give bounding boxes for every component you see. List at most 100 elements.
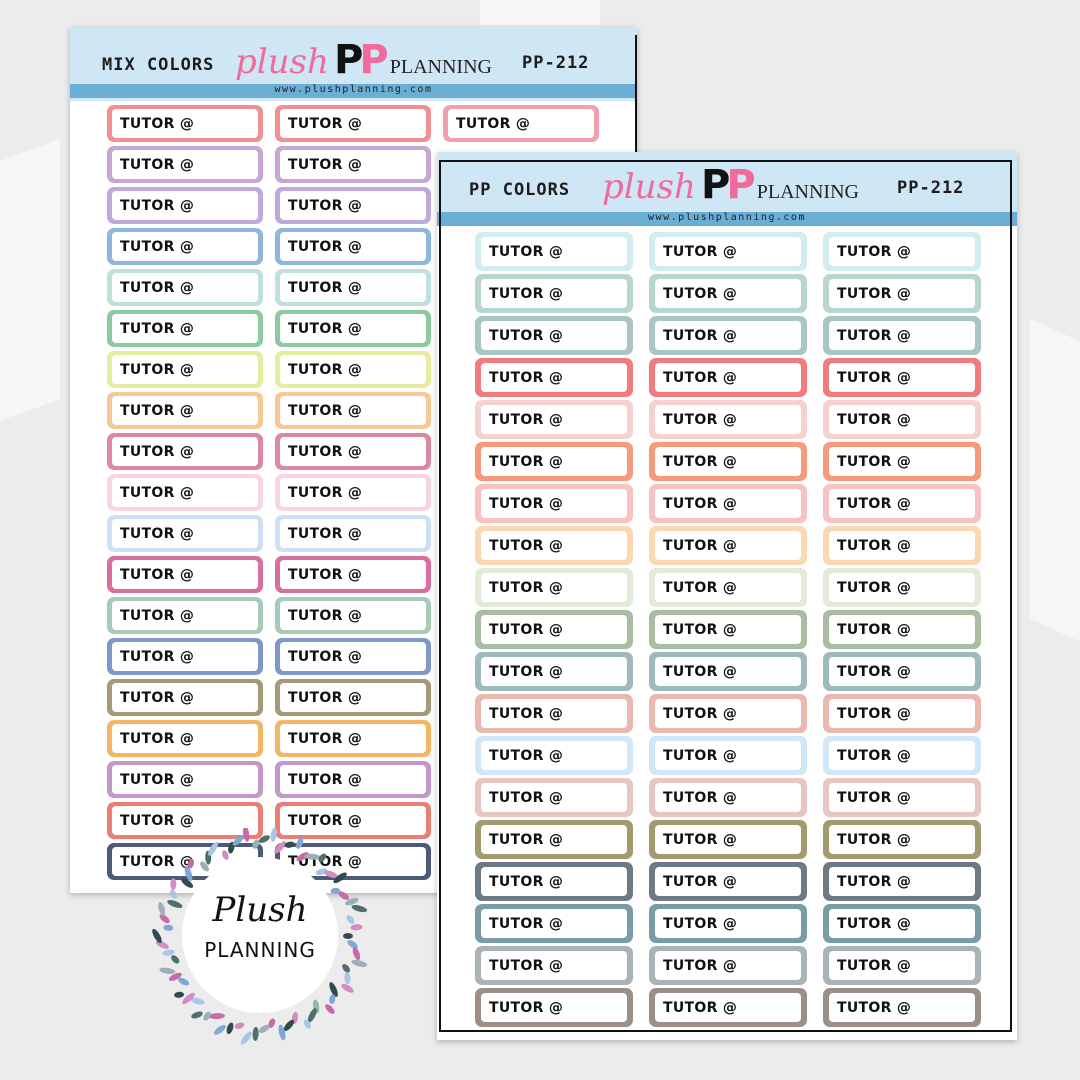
tutor-label-sticker: TUTOR @ xyxy=(107,351,263,388)
label-writing-area: TUTOR @ xyxy=(112,642,258,671)
tutor-label-sticker: TUTOR @ xyxy=(649,274,807,313)
wreath-leaf xyxy=(344,972,351,985)
background-crease xyxy=(0,139,60,421)
label-text: TUTOR @ xyxy=(120,238,195,255)
header-url-band: www.plushplanning.com xyxy=(437,212,1017,226)
label-text: TUTOR @ xyxy=(120,197,195,214)
sheet-title: MIX COLORS xyxy=(102,55,215,75)
label-writing-area: TUTOR @ xyxy=(481,699,627,728)
label-text: TUTOR @ xyxy=(288,525,363,542)
tutor-label-sticker: TUTOR @ xyxy=(107,720,263,757)
wreath-leaf xyxy=(350,924,363,931)
label-text: TUTOR @ xyxy=(120,361,195,378)
tutor-label-sticker: TUTOR @ xyxy=(475,568,633,607)
label-writing-area: TUTOR @ xyxy=(829,783,975,812)
tutor-label-sticker: TUTOR @ xyxy=(275,105,431,142)
label-text: TUTOR @ xyxy=(489,621,564,638)
label-grid: TUTOR @ TUTOR @ TUTOR @ TUTOR @ TUTOR @ TUTOR… xyxy=(107,105,599,880)
tutor-label-sticker: TUTOR @ xyxy=(275,392,431,429)
tutor-label-sticker: TUTOR @ xyxy=(649,526,807,565)
wreath-leaf xyxy=(296,852,309,862)
wreath-leaf xyxy=(187,858,195,869)
label-text: TUTOR @ xyxy=(489,957,564,974)
label-writing-area: TUTOR @ xyxy=(280,683,426,712)
wreath-leaf xyxy=(352,946,361,961)
label-writing-area: TUTOR @ xyxy=(280,724,426,753)
wreath-leaf xyxy=(226,1022,234,1035)
label-text: TUTOR @ xyxy=(663,579,738,596)
tutor-label-sticker: TUTOR @ xyxy=(475,316,633,355)
wreath-leaf xyxy=(347,940,358,949)
label-text: TUTOR @ xyxy=(663,705,738,722)
label-writing-area: TUTOR @ xyxy=(280,765,426,794)
wreath-leaf xyxy=(342,963,351,973)
label-text: TUTOR @ xyxy=(120,566,195,583)
tutor-label-sticker: TUTOR @ xyxy=(475,274,633,313)
brand-logo: plush PP PLANNING xyxy=(602,162,859,208)
wreath-leaf xyxy=(174,991,185,998)
label-writing-area: TUTOR @ xyxy=(112,355,258,384)
label-text: TUTOR @ xyxy=(288,320,363,337)
wreath-leaf xyxy=(214,1024,226,1035)
label-text: TUTOR @ xyxy=(120,607,195,624)
label-writing-area: TUTOR @ xyxy=(280,437,426,466)
label-grid: TUTOR @ TUTOR @ TUTOR @ TUTOR @ TUTOR @ TUTOR… xyxy=(475,232,981,1027)
tutor-label-sticker: TUTOR @ xyxy=(107,474,263,511)
product-code: PP-212 xyxy=(897,178,965,198)
tutor-label-sticker: TUTOR @ xyxy=(107,228,263,265)
label-text: TUTOR @ xyxy=(120,320,195,337)
label-writing-area: TUTOR @ xyxy=(829,489,975,518)
label-text: TUTOR @ xyxy=(489,327,564,344)
label-writing-area: TUTOR @ xyxy=(829,741,975,770)
tutor-label-sticker: TUTOR @ xyxy=(475,610,633,649)
label-text: TUTOR @ xyxy=(120,156,195,173)
tutor-label-sticker: TUTOR @ xyxy=(823,820,981,859)
tutor-label-sticker: TUTOR @ xyxy=(649,652,807,691)
product-code: PP-212 xyxy=(522,53,590,73)
label-text: TUTOR @ xyxy=(489,369,564,386)
label-writing-area: TUTOR @ xyxy=(112,724,258,753)
label-writing-area: TUTOR @ xyxy=(481,363,627,392)
label-text: TUTOR @ xyxy=(837,831,912,848)
tutor-label-sticker: TUTOR @ xyxy=(107,187,263,224)
label-writing-area: TUTOR @ xyxy=(112,191,258,220)
website-url: www.plushplanning.com xyxy=(648,212,806,223)
wreath-leaf xyxy=(232,835,244,846)
wreath-leaf xyxy=(234,1022,245,1029)
wreath-leaf xyxy=(159,914,170,924)
label-writing-area: TUTOR @ xyxy=(280,314,426,343)
label-writing-area: TUTOR @ xyxy=(655,909,801,938)
wreath-leaf xyxy=(341,983,354,993)
wreath-leaf xyxy=(338,891,350,900)
label-writing-area: TUTOR @ xyxy=(829,615,975,644)
label-text: TUTOR @ xyxy=(663,915,738,932)
label-text: TUTOR @ xyxy=(120,730,195,747)
label-text: TUTOR @ xyxy=(120,484,195,501)
wreath-leaf xyxy=(200,861,209,872)
label-text: TUTOR @ xyxy=(837,327,912,344)
label-writing-area: TUTOR @ xyxy=(448,109,594,138)
label-writing-area: TUTOR @ xyxy=(280,232,426,261)
tutor-label-sticker: TUTOR @ xyxy=(823,274,981,313)
wreath-leaf xyxy=(169,889,178,899)
tutor-label-sticker: TUTOR @ xyxy=(649,904,807,943)
label-text: TUTOR @ xyxy=(120,525,195,542)
label-writing-area: TUTOR @ xyxy=(655,405,801,434)
label-text: TUTOR @ xyxy=(663,831,738,848)
label-text: TUTOR @ xyxy=(120,771,195,788)
wreath-leaf xyxy=(170,878,177,891)
label-text: TUTOR @ xyxy=(663,747,738,764)
tutor-label-sticker: TUTOR @ xyxy=(275,146,431,183)
wreath-leaf xyxy=(351,959,368,967)
wreath-leaf xyxy=(152,928,162,944)
label-writing-area: TUTOR @ xyxy=(280,355,426,384)
label-writing-area: TUTOR @ xyxy=(280,109,426,138)
tutor-label-sticker: TUTOR @ xyxy=(107,269,263,306)
label-text: TUTOR @ xyxy=(120,115,195,132)
label-writing-area: TUTOR @ xyxy=(829,363,975,392)
tutor-label-sticker: TUTOR @ xyxy=(649,484,807,523)
label-writing-area: TUTOR @ xyxy=(112,683,258,712)
wreath-leaf xyxy=(303,1019,311,1029)
label-writing-area: TUTOR @ xyxy=(112,806,258,835)
tutor-label-sticker: TUTOR @ xyxy=(649,862,807,901)
